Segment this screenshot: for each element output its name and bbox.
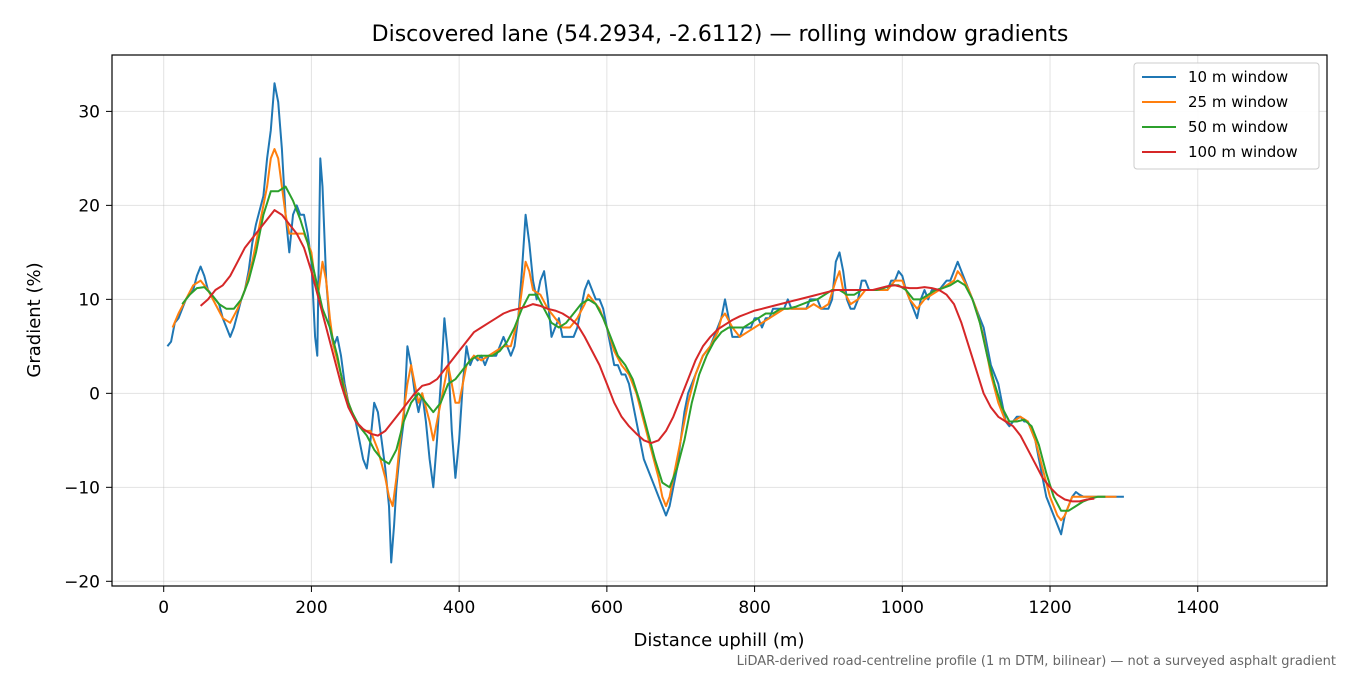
y-tick-label: −20 [64, 572, 100, 592]
legend-box [1133, 62, 1320, 170]
x-tick-label: 400 [443, 598, 475, 618]
plot-frame [111, 54, 1328, 587]
legend-label-1: 10 m window [1188, 68, 1288, 86]
series-line-3 [181, 185, 1106, 512]
x-tick-label: 200 [295, 598, 327, 618]
series-line-4 [199, 209, 1095, 503]
y-tick-label: 30 [78, 102, 100, 122]
chart-title: Discovered lane (54.2934, -2.6112) — rol… [372, 22, 1069, 47]
x-axis-ticks: 0 200 400 600 800 1000 1200 1400 [158, 586, 1219, 618]
y-axis-label: Gradient (%) [24, 262, 45, 377]
x-tick-label: 1400 [1176, 598, 1219, 618]
x-tick-label: 0 [158, 598, 169, 618]
legend: 10 m window 25 m window 50 m window 100 m w… [1133, 62, 1320, 170]
y-tick-label: 0 [89, 384, 100, 404]
x-tick-label: 800 [738, 598, 770, 618]
x-axis-label: Distance uphill (m) [634, 630, 805, 651]
legend-label-3: 50 m window [1188, 118, 1288, 136]
legend-label-2: 25 m window [1188, 93, 1288, 111]
legend-label-4: 100 m window [1188, 143, 1298, 161]
footnote: LiDAR-derived road-centreline profile (1… [737, 654, 1336, 669]
y-tick-label: −10 [64, 478, 100, 498]
x-tick-label: 1200 [1028, 598, 1071, 618]
y-tick-label: 20 [78, 196, 100, 216]
x-tick-label: 600 [591, 598, 623, 618]
x-tick-label: 1000 [881, 598, 924, 618]
series-line-1 [166, 82, 1124, 564]
y-tick-label: 10 [78, 290, 100, 310]
y-axis-ticks: −20 −10 0 10 20 30 [64, 102, 112, 592]
series-lines [166, 82, 1124, 564]
